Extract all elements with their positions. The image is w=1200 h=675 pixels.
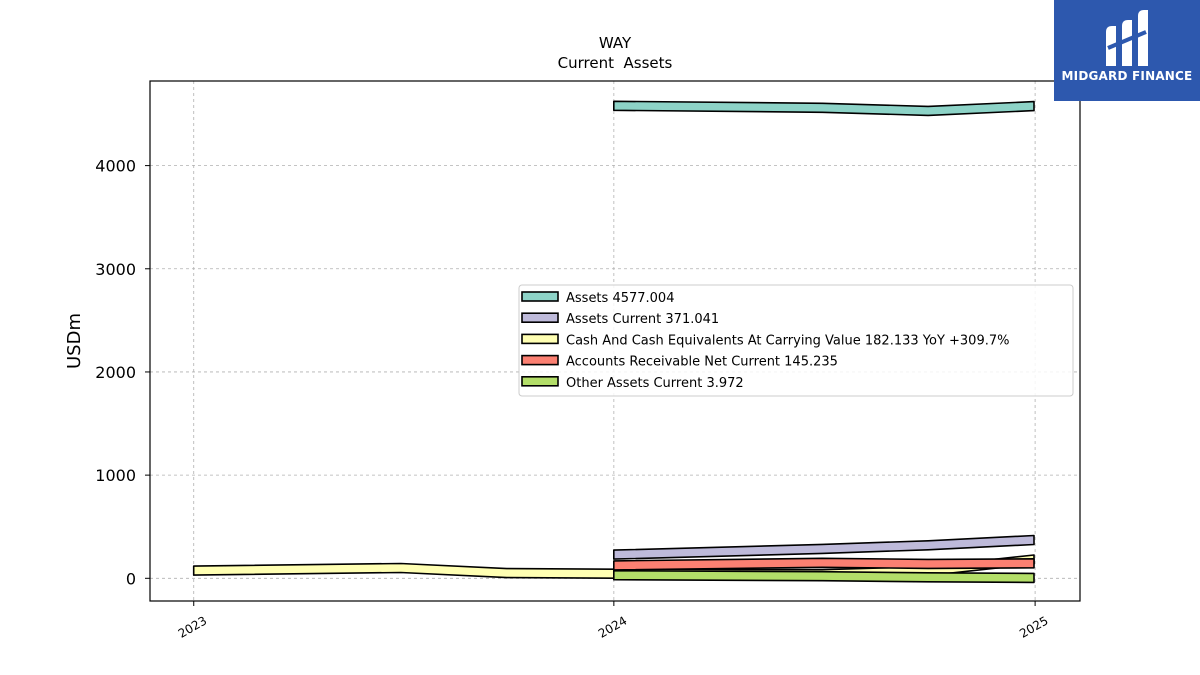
series-assets-current [612,534,1035,560]
legend-items: Assets 4577.004 Assets Current 371.041 Cas… [521,291,1009,391]
legend-label: Accounts Receivable Net Current 145.235 [566,355,838,370]
chart-subtitle: Current Assets [558,54,673,72]
logo-text: MIDGARD FINANCE [1061,69,1193,83]
legend-swatch [521,354,559,366]
x-tick-label: 2023 [176,613,209,640]
y-tick-label: 4000 [95,157,136,176]
plot-frame [149,80,1081,602]
legend-swatch [521,375,559,387]
legend-swatch [521,312,559,324]
axis-ticks: 0 1000 2000 3000 4000 2023 2024 2025 [95,157,1050,641]
y-tick-label: 1000 [95,466,136,485]
legend-label: Assets Current 371.041 [566,312,719,327]
legend-label: Assets 4577.004 [566,291,674,306]
legend-swatch [521,291,559,302]
y-tick-label: 0 [126,569,136,588]
legend-label: Cash And Cash Equivalents At Carrying Va… [566,333,1009,348]
y-tick-label: 2000 [95,363,136,382]
series-other-assets-current [612,569,1035,584]
series-layer [192,100,1035,584]
legend: Assets 4577.004 Assets Current 371.041 Cas… [518,284,1074,397]
y-tick-label: 3000 [95,260,136,279]
legend-swatch [521,333,559,345]
x-tick-label: 2024 [596,613,629,640]
chart-title: WAY [599,34,632,52]
x-tick-label: 2025 [1017,613,1050,640]
brand-logo: MIDGARD FINANCE [1054,0,1200,101]
logo-mark-icon [1106,10,1148,66]
legend-box [518,284,1074,397]
legend-label: Other Assets Current 3.972 [566,376,744,391]
series-accounts-receivable-net-current [612,557,1035,571]
series-assets [612,100,1035,117]
y-axis-label: USDm [64,313,85,369]
